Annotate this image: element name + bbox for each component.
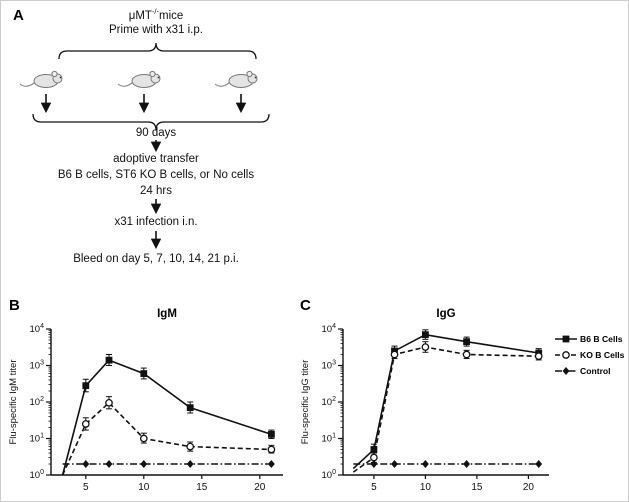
svg-text:20: 20 — [254, 482, 266, 493]
mouse-icon — [214, 70, 258, 88]
svg-text:102: 102 — [322, 396, 337, 408]
control-series-marker-icon — [555, 367, 577, 375]
svg-text:104: 104 — [322, 323, 337, 335]
mouse-strain-text: μMT-/-mice — [1, 7, 311, 22]
legend-item-ko: KO B Cells — [554, 347, 628, 363]
ninety-days-text: 90 days — [135, 127, 177, 139]
svg-text:103: 103 — [322, 360, 337, 372]
legend-item-control: Control — [554, 363, 628, 379]
cell-types-text: B6 B cells, ST6 KO B cells, or No cells — [57, 169, 255, 181]
legend-item-b6: B6 B Cells — [554, 331, 628, 347]
ko-series-marker-icon — [555, 351, 577, 359]
svg-text:10: 10 — [420, 482, 432, 493]
b6-series-marker-icon — [555, 335, 577, 343]
svg-text:Flu-specific IgM titer: Flu-specific IgM titer — [8, 360, 19, 445]
panel-a-diagram — [19, 42, 270, 250]
prime-text: Prime with x31 i.p. — [109, 24, 203, 36]
igg-chart: 100 101 102 103 104 5 10 15 20 IgG Flu-specific Ig… — [300, 308, 549, 493]
top-brace — [58, 42, 257, 60]
panel-a-label: A — [13, 7, 24, 24]
legend-label-control: Control — [580, 366, 611, 376]
infection-text: x31 infection i.n. — [114, 216, 198, 228]
svg-text:5: 5 — [83, 482, 89, 493]
svg-text:15: 15 — [196, 482, 208, 493]
svg-text:Flu-specific IgG titer: Flu-specific IgG titer — [300, 360, 311, 444]
svg-text:101: 101 — [30, 433, 45, 445]
igm-chart: 100 101 102 103 104 5 10 15 20 IgM Flu-specific Ig… — [8, 308, 283, 493]
svg-text:5: 5 — [371, 482, 377, 493]
mouse-strain-superscript: -/- — [151, 7, 160, 16]
svg-text:104: 104 — [30, 323, 45, 335]
svg-text:100: 100 — [322, 469, 337, 481]
panel-b-label: B — [9, 297, 20, 314]
mouse-strain-prefix: μMT — [128, 9, 152, 22]
legend-label-ko: KO B Cells — [580, 350, 625, 360]
legend-label-b6: B6 B Cells — [580, 334, 623, 344]
bleed-text: Bleed on day 5, 7, 10, 14, 21 p.i. — [73, 253, 239, 265]
svg-text:IgG: IgG — [436, 308, 455, 320]
mouse-strain-suffix: mice — [159, 9, 184, 22]
svg-text:102: 102 — [30, 396, 45, 408]
mouse-icon — [117, 70, 161, 88]
mouse-icon — [19, 70, 63, 88]
svg-text:103: 103 — [30, 360, 45, 372]
chart-legend: B6 B Cells KO B Cells Control — [554, 331, 628, 379]
svg-text:100: 100 — [30, 469, 45, 481]
svg-text:10: 10 — [138, 482, 150, 493]
svg-text:20: 20 — [523, 482, 535, 493]
24hrs-text: 24 hrs — [140, 185, 172, 197]
bottom-brace — [32, 113, 270, 131]
svg-text:IgM: IgM — [157, 308, 177, 320]
panel-c-label: C — [300, 297, 311, 314]
svg-text:101: 101 — [322, 433, 337, 445]
svg-text:15: 15 — [471, 482, 483, 493]
adoptive-transfer-text: adoptive transfer — [113, 153, 199, 165]
